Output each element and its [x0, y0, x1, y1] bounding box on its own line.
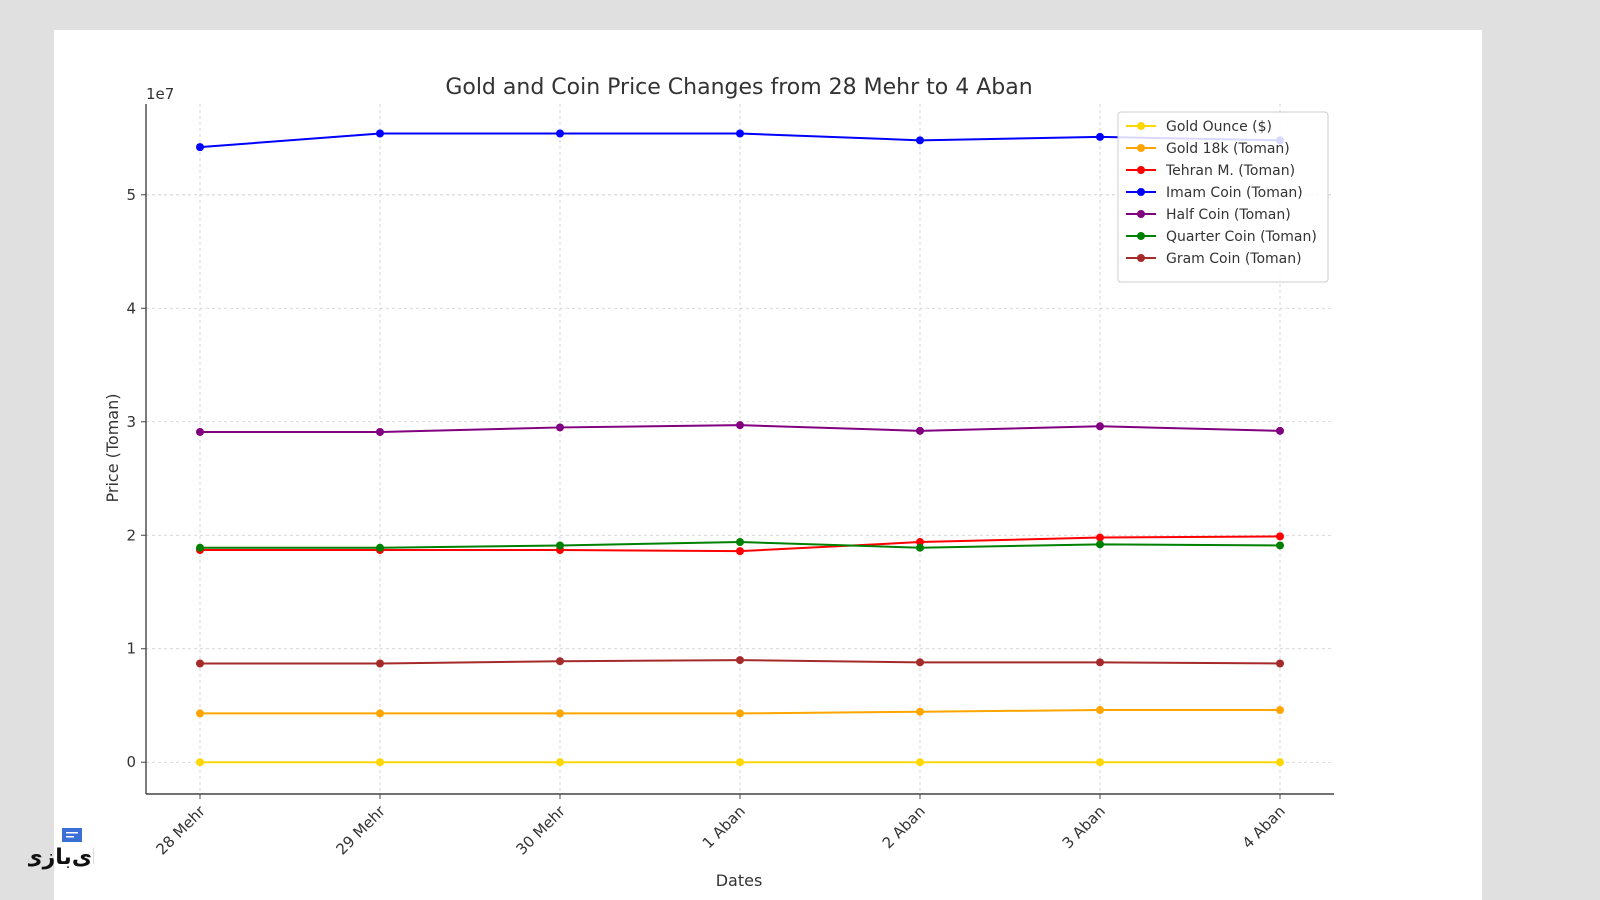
data-point: [916, 426, 924, 435]
data-point: [916, 658, 924, 667]
x-tick-label: 30 Mehr: [512, 802, 569, 859]
y-tick-label: 3: [126, 413, 136, 431]
watermark-badge: [62, 828, 82, 842]
data-point: [1276, 426, 1284, 435]
data-point: [1276, 541, 1284, 550]
legend-swatch-marker: [1137, 122, 1145, 130]
data-point: [1276, 758, 1284, 767]
data-point: [1276, 532, 1284, 541]
data-point: [736, 547, 744, 556]
chart-title: Gold and Coin Price Changes from 28 Mehr…: [445, 75, 1032, 100]
legend-swatch-marker: [1137, 254, 1145, 262]
legend-swatch-marker: [1137, 144, 1145, 152]
y-tick-label: 2: [126, 526, 136, 544]
legend-label: Half Coin (Toman): [1166, 207, 1291, 223]
watermark-badge-line: [66, 836, 74, 838]
data-point: [736, 758, 744, 767]
legend-label: Gold 18k (Toman): [1166, 141, 1290, 157]
data-point: [196, 427, 204, 436]
y-tick-label: 1: [126, 640, 136, 658]
series-layer: [196, 129, 1284, 767]
data-point: [196, 143, 204, 152]
legend-label: Tehran M. (Toman): [1165, 163, 1295, 179]
data-point: [376, 427, 384, 436]
x-tick-label: 1 Aban: [699, 802, 749, 852]
legend-label: Quarter Coin (Toman): [1166, 229, 1317, 245]
site-watermark-logo: ای‌بازی: [28, 828, 94, 870]
data-point: [736, 421, 744, 430]
data-point: [556, 423, 564, 432]
data-point: [1276, 659, 1284, 668]
data-point: [556, 129, 564, 138]
data-point: [736, 538, 744, 547]
data-point: [376, 659, 384, 668]
legend-label: Gold Ounce ($): [1166, 119, 1272, 135]
legend-label: Imam Coin (Toman): [1166, 185, 1303, 201]
watermark-badge-line: [66, 832, 78, 834]
data-point: [1096, 706, 1104, 715]
data-point: [376, 709, 384, 718]
data-point: [556, 541, 564, 550]
data-point: [1096, 533, 1104, 542]
y-scale-label: 1e7: [146, 85, 174, 103]
data-point: [556, 657, 564, 666]
legend-swatch-marker: [1137, 232, 1145, 240]
data-point: [916, 707, 924, 716]
data-point: [196, 709, 204, 718]
x-tick-label: 2 Aban: [879, 802, 929, 852]
legend-swatch-marker: [1137, 188, 1145, 196]
y-tick-label: 5: [126, 186, 136, 204]
data-point: [916, 758, 924, 767]
y-tick-label: 4: [126, 299, 136, 317]
x-tick-label: 29 Mehr: [332, 802, 389, 859]
data-point: [916, 543, 924, 552]
data-point: [1096, 422, 1104, 431]
data-point: [736, 129, 744, 138]
data-point: [916, 136, 924, 145]
data-point: [1096, 540, 1104, 549]
data-point: [736, 656, 744, 665]
x-tick-label: 4 Aban: [1239, 802, 1289, 852]
data-point: [376, 129, 384, 138]
y-axis-label: Price (Toman): [103, 394, 122, 503]
legend-box: [1117, 111, 1329, 283]
line-chart: 0 1 2 3 4 5 28 Mehr 29 Mehr 30 Mehr 1 Aban 2 Aban 3…: [103, 75, 1334, 890]
x-tick-label: 28 Mehr: [152, 802, 209, 859]
data-point: [196, 758, 204, 767]
legend-swatch-marker: [1137, 166, 1145, 174]
data-point: [556, 709, 564, 718]
data-point: [1276, 706, 1284, 715]
x-axis-label: Dates: [716, 871, 763, 890]
data-point: [1096, 132, 1104, 141]
x-tick-label: 3 Aban: [1059, 802, 1109, 852]
data-point: [916, 538, 924, 547]
data-point: [376, 543, 384, 552]
data-point: [196, 543, 204, 552]
data-point: [736, 709, 744, 718]
legend-label: Gram Coin (Toman): [1166, 251, 1302, 267]
data-point: [376, 758, 384, 767]
data-point: [1096, 658, 1104, 667]
watermark-text: ای‌بازی: [28, 845, 94, 870]
data-point: [556, 758, 564, 767]
data-point: [196, 659, 204, 668]
y-tick-label: 0: [126, 753, 136, 771]
legend-swatch-marker: [1137, 210, 1145, 218]
legend: Gold Ounce ($) Gold 18k (Toman) Tehran M. …: [1117, 111, 1329, 283]
data-point: [1096, 758, 1104, 767]
chart-panel: 0 1 2 3 4 5 28 Mehr 29 Mehr 30 Mehr 1 Aban 2 Aban 3…: [54, 30, 1482, 900]
